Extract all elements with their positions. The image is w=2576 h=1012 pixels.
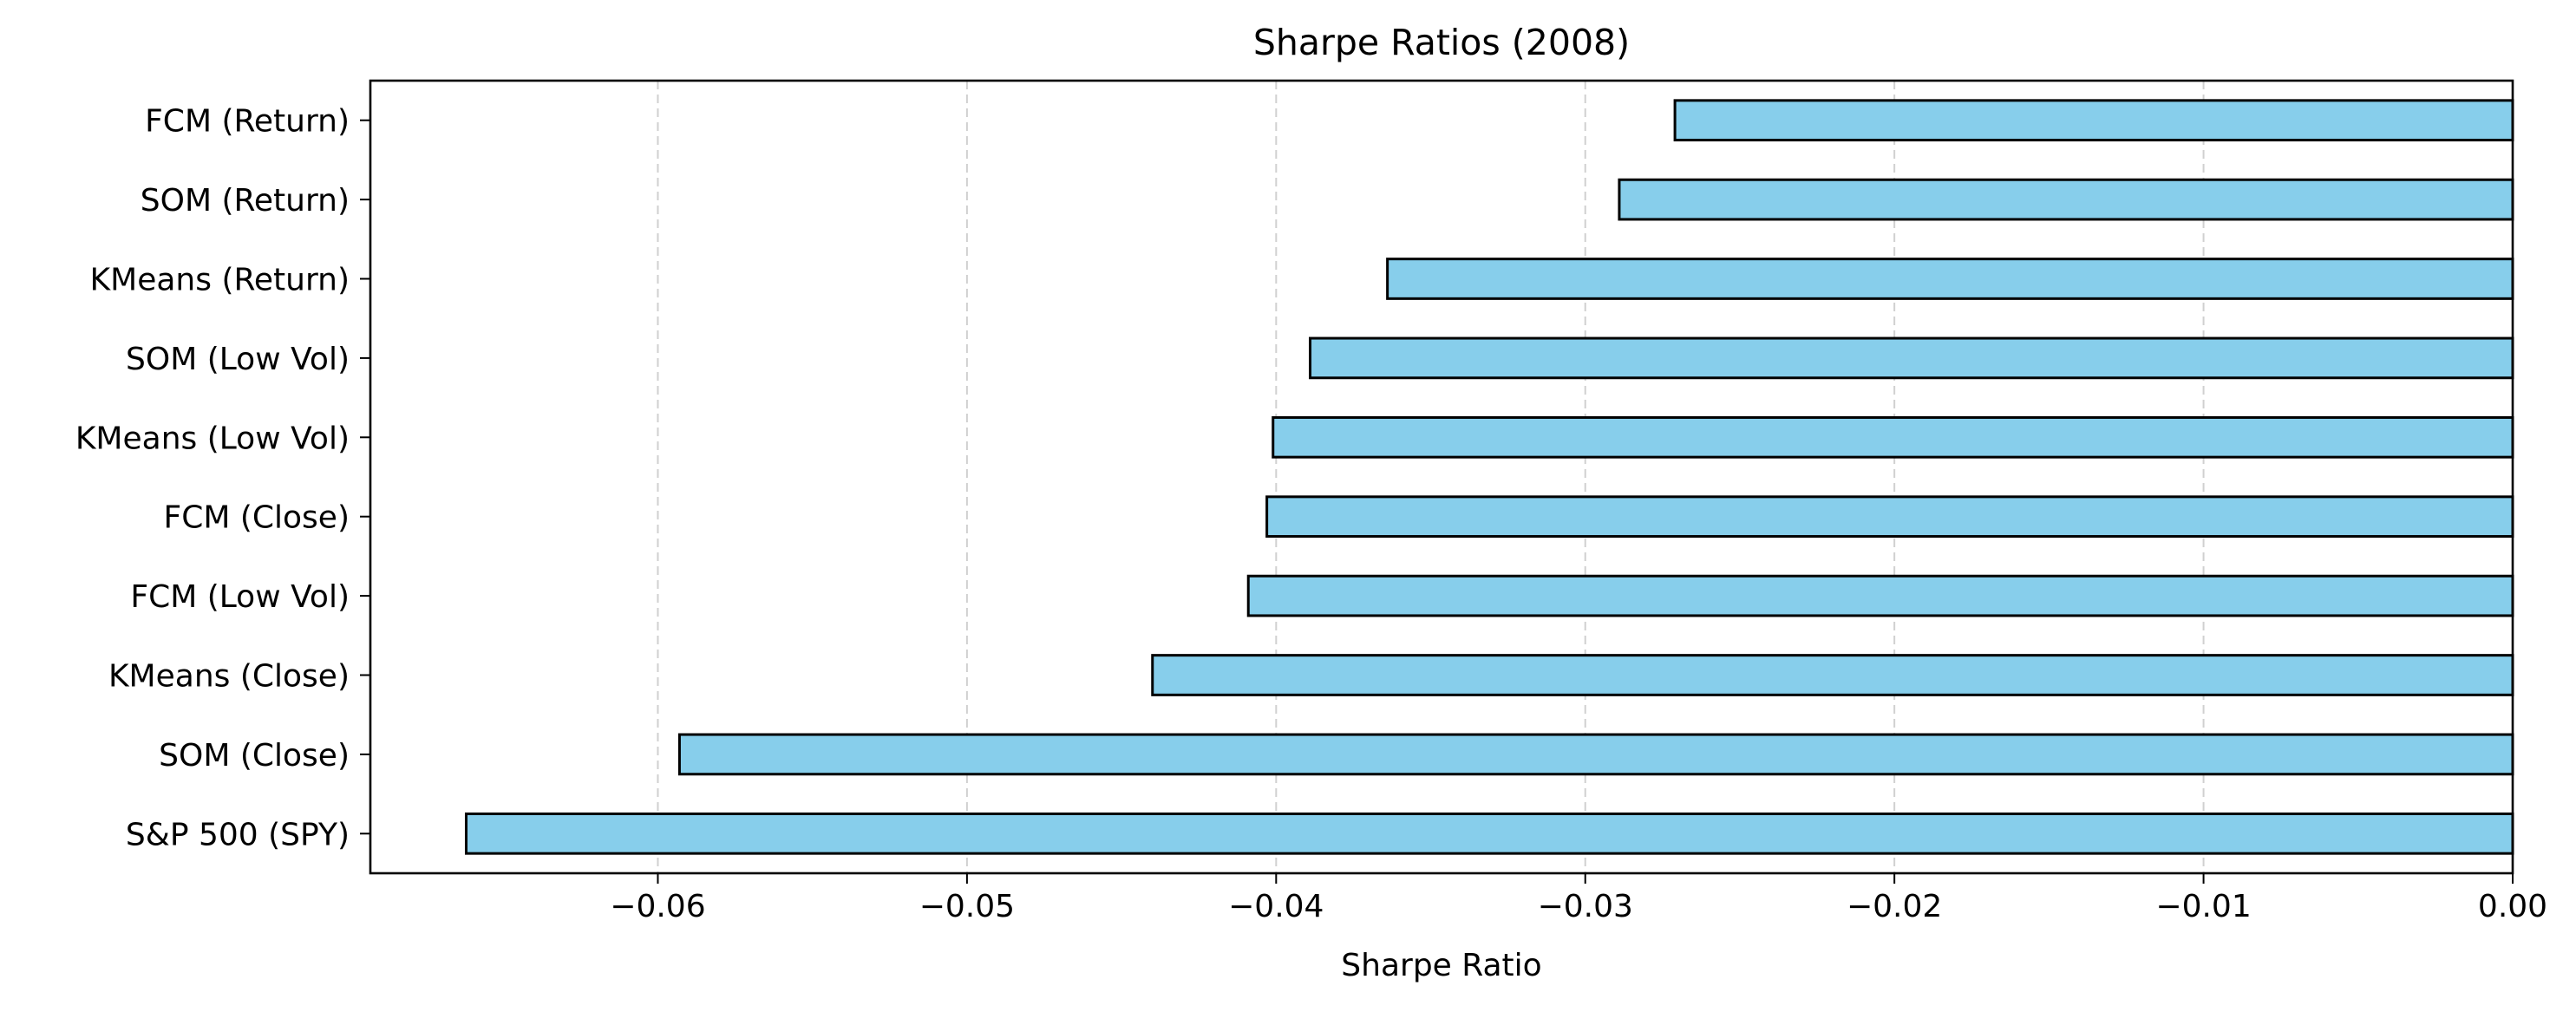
bar (1673, 99, 2514, 142)
y-tick-label: FCM (Low Vol) (130, 579, 350, 615)
bar (1618, 178, 2514, 221)
y-tick-label: SOM (Close) (159, 738, 350, 774)
x-tick-label: −0.04 (1228, 889, 1324, 924)
y-tick-label: KMeans (Return) (90, 263, 350, 298)
x-tick-label: 0.00 (2478, 889, 2547, 924)
chart-title: Sharpe Ratios (2008) (1253, 22, 1630, 63)
x-tick-label: −0.01 (2155, 889, 2251, 924)
bar-layer (464, 99, 2514, 855)
y-tick-label: FCM (Return) (145, 104, 350, 140)
x-tick-label: −0.02 (1847, 889, 1942, 924)
x-axis-label: Sharpe Ratio (1341, 948, 1541, 983)
x-tick-label: −0.05 (919, 889, 1015, 924)
bar (1151, 654, 2514, 696)
y-axis-ticks: FCM (Return) SOM (Return) KMeans (Return) S… (75, 104, 370, 852)
y-tick-label: KMeans (Close) (108, 659, 350, 695)
y-tick-label: SOM (Low Vol) (126, 342, 350, 377)
bar (1265, 495, 2514, 539)
y-tick-label: SOM (Return) (141, 183, 350, 219)
bar (677, 733, 2514, 776)
bar (1309, 336, 2514, 380)
y-tick-label: FCM (Close) (163, 500, 350, 536)
bar (1272, 415, 2514, 459)
x-tick-label: −0.03 (1538, 889, 1633, 924)
plot-frame (369, 79, 2514, 875)
x-tick-label: −0.06 (610, 889, 705, 924)
bar (1246, 574, 2514, 617)
bar (1386, 258, 2514, 300)
bar (464, 812, 2514, 855)
x-axis-ticks: −0.06 −0.05 −0.04 −0.03 −0.02 −0.01 0.00 (610, 873, 2547, 924)
y-tick-label: S&P 500 (SPY) (126, 817, 350, 852)
y-tick-label: KMeans (Low Vol) (75, 421, 350, 456)
